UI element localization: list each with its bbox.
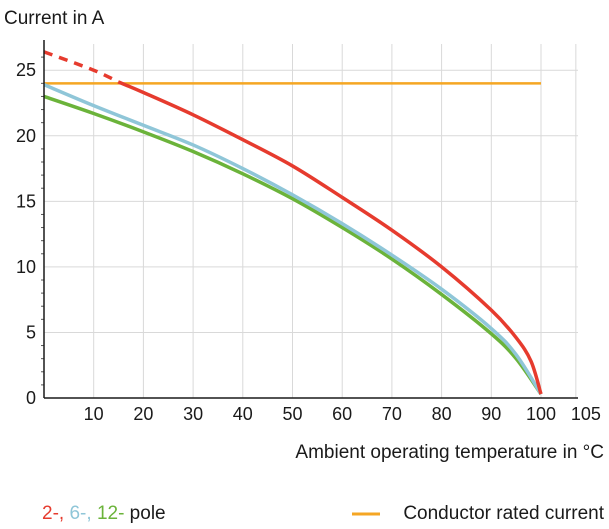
y-tick-label: 20	[16, 126, 36, 146]
x-tick-label: 70	[382, 404, 402, 424]
x-tick-label: 20	[133, 404, 153, 424]
x-tick-label: 30	[183, 404, 203, 424]
y-tick-label: 15	[16, 191, 36, 211]
axes	[41, 40, 578, 399]
series-line-12-pole	[43, 94, 543, 396]
x-tick-label: 100	[526, 404, 556, 424]
x-tick-label: 80	[432, 404, 452, 424]
y-tick-label: 5	[26, 322, 36, 342]
y-tick-label: 25	[16, 60, 36, 80]
pole-legend-part: pole	[124, 503, 165, 524]
pole-legend-part: 2-	[42, 503, 59, 524]
x-tick-label: 10	[84, 404, 104, 424]
series-line-2-pole	[117, 80, 543, 395]
x-tick-label: 50	[282, 404, 302, 424]
pole-legend-part: 12-	[97, 503, 124, 524]
x-tick-label: 60	[332, 404, 352, 424]
y-tick-label: 0	[26, 388, 36, 408]
pole-legend-part: ,	[86, 503, 97, 524]
tick-labels: 10 20 30 40 50 60 70 80 90 100 105 0 5 10 15 20 25	[16, 60, 601, 424]
x-tick-label: 105	[571, 404, 601, 424]
x-axis-title: Ambient operating temperature in °C	[295, 442, 604, 463]
y-tick-label: 10	[16, 257, 36, 277]
y-axis-title: Current in A	[4, 8, 105, 29]
grid	[44, 44, 578, 399]
pole-legend-part: 6-	[69, 503, 86, 524]
legend: 2-, 6-, 12- pole Conductor rated current	[42, 503, 605, 524]
x-tick-label: 40	[233, 404, 253, 424]
x-tick-label: 90	[481, 404, 501, 424]
pole-legend: 2-, 6-, 12- pole	[42, 503, 166, 524]
series-group	[43, 50, 543, 396]
rated-current-legend-label: Conductor rated current	[403, 503, 604, 524]
pole-legend-part: ,	[59, 503, 70, 524]
series-line-6-pole	[43, 83, 543, 396]
series-line-2-pole-dashed	[43, 50, 120, 84]
